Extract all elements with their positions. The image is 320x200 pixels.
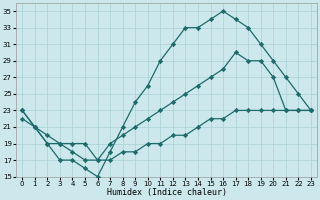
X-axis label: Humidex (Indice chaleur): Humidex (Indice chaleur) xyxy=(107,188,227,197)
